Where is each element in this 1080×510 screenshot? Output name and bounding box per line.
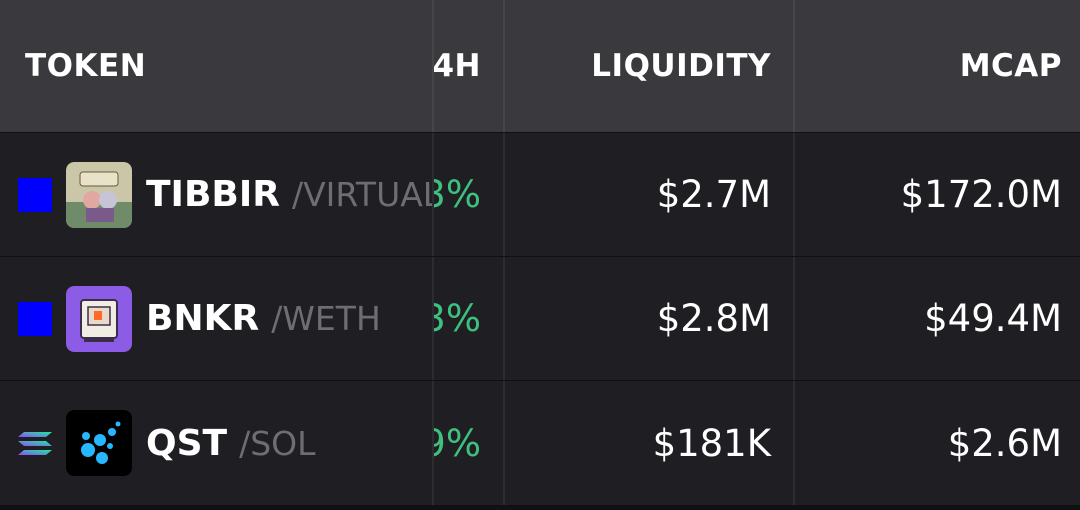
- token-symbol: BNKR: [146, 298, 260, 339]
- token-row[interactable]: TIBBIR /VIRTUAL 3% $2.7M $172.0M: [0, 133, 1080, 256]
- change-cell: 3%: [432, 133, 503, 256]
- liquidity-cell: $2.8M: [503, 257, 793, 380]
- liquidity-cell: $2.7M: [503, 133, 793, 256]
- token-cell: QST /SOL: [0, 381, 432, 505]
- chain-icon: [18, 301, 52, 336]
- token-symbol: TIBBIR: [146, 174, 280, 215]
- header-cell[interactable]: 4H: [432, 0, 503, 132]
- token-quote: /VIRTUAL: [291, 175, 432, 214]
- token-cell: TIBBIR /VIRTUAL: [0, 133, 432, 256]
- token-logo: [66, 410, 132, 476]
- token-quote: /SOL: [239, 423, 316, 463]
- chain-icon: [18, 177, 52, 212]
- header-cell[interactable]: LIQUIDITY: [503, 0, 793, 132]
- token-row[interactable]: BNKR /WETH 3% $2.8M $49.4M: [0, 257, 1080, 380]
- token-row[interactable]: QST /SOL 9% $181K $2.6M: [0, 381, 1080, 505]
- liquidity-cell: $181K: [503, 381, 793, 505]
- mcap-cell: $2.6M: [793, 381, 1080, 505]
- token-symbol: QST: [146, 422, 228, 464]
- token-logo: [66, 161, 132, 228]
- change-cell: 3%: [432, 257, 503, 380]
- token-cell: BNKR /WETH: [0, 257, 432, 380]
- chain-icon: [18, 432, 52, 455]
- change-cell: 9%: [432, 381, 503, 505]
- header-cell[interactable]: TOKEN: [25, 48, 147, 84]
- token-logo: [66, 285, 132, 352]
- header-cell[interactable]: MCAP: [793, 0, 1080, 132]
- header-row: TOKEN 4H LIQUIDITY MCAP: [0, 0, 1080, 132]
- mcap-cell: $172.0M: [793, 133, 1080, 256]
- token-quote: /WETH: [271, 299, 381, 338]
- mcap-cell: $49.4M: [793, 257, 1080, 380]
